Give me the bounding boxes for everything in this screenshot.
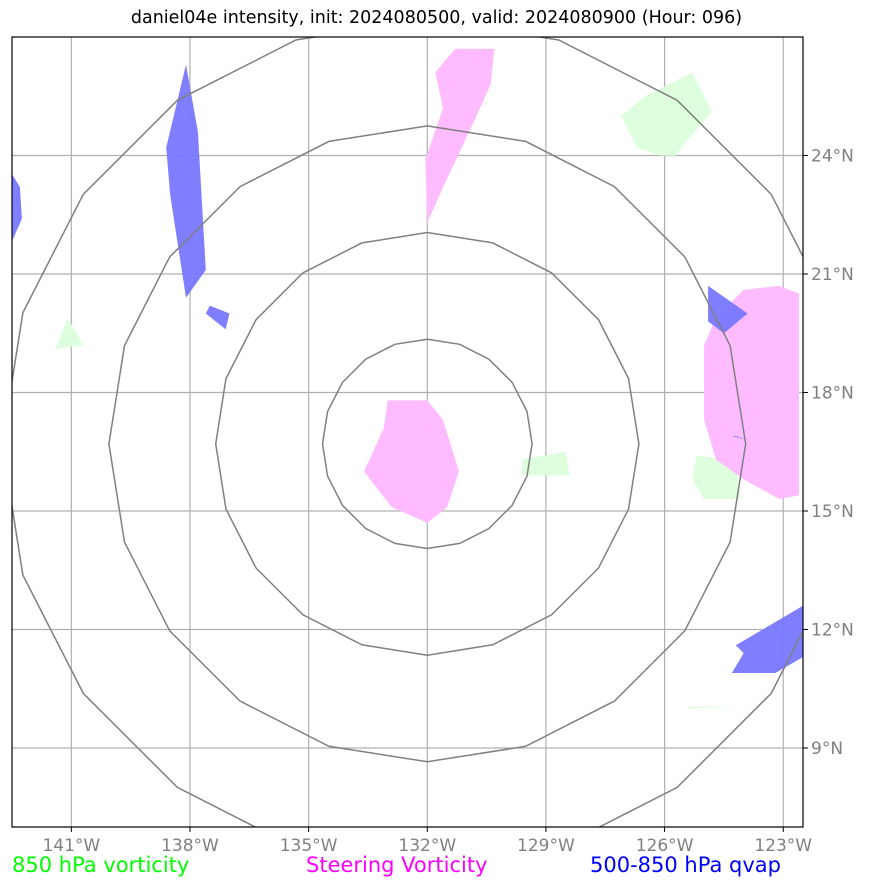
region-vorticity-850: [621, 72, 712, 156]
legend-850-vorticity: 850 hPa vorticity: [12, 853, 190, 877]
lon-tick-label: 135°W: [280, 836, 338, 856]
region-vorticity-850: [522, 451, 570, 476]
lat-tick-label: 12°N: [811, 621, 854, 641]
region-steering-vorticity: [425, 48, 495, 223]
region-qvap: [205, 305, 230, 330]
region-qvap: [731, 436, 748, 440]
range-ring: [12, 37, 803, 827]
axis-ticks: 141°W 138°W 135°W 132°W 129°W 126°W 123°W 9°N 12…: [42, 147, 853, 857]
region-steering-vorticity: [364, 400, 459, 523]
lon-tick-label: 123°W: [754, 836, 812, 856]
range-ring: [321, 338, 533, 550]
lon-tick-label: 126°W: [636, 836, 694, 856]
region-qvap: [731, 605, 803, 673]
chart-title: daniel04e intensity, init: 2024080500, v…: [130, 8, 743, 28]
range-ring: [214, 231, 640, 656]
lon-tick-label: 129°W: [517, 836, 575, 856]
region-vorticity-850: [688, 706, 744, 709]
range-rings: [12, 37, 803, 827]
region-vorticity-850: [55, 317, 84, 349]
plot-frame: [11, 36, 804, 828]
legend-steering-vorticity: Steering Vorticity: [306, 853, 488, 877]
lon-tick-label: 132°W: [398, 836, 456, 856]
lon-tick-label: 138°W: [161, 836, 219, 856]
lon-tick-label: 141°W: [42, 836, 100, 856]
field-contours: [12, 48, 803, 709]
legend-qvap: 500-850 hPa qvap: [590, 853, 781, 877]
lat-tick-label: 9°N: [811, 739, 843, 759]
range-ring: [108, 125, 747, 763]
lat-tick-label: 21°N: [811, 265, 854, 285]
lat-tick-label: 24°N: [811, 147, 854, 167]
region-qvap: [166, 64, 206, 298]
lat-tick-label: 15°N: [811, 502, 854, 522]
region-qvap: [12, 174, 22, 242]
lat-tick-label: 18°N: [811, 384, 854, 404]
region-steering-vorticity: [704, 285, 799, 500]
